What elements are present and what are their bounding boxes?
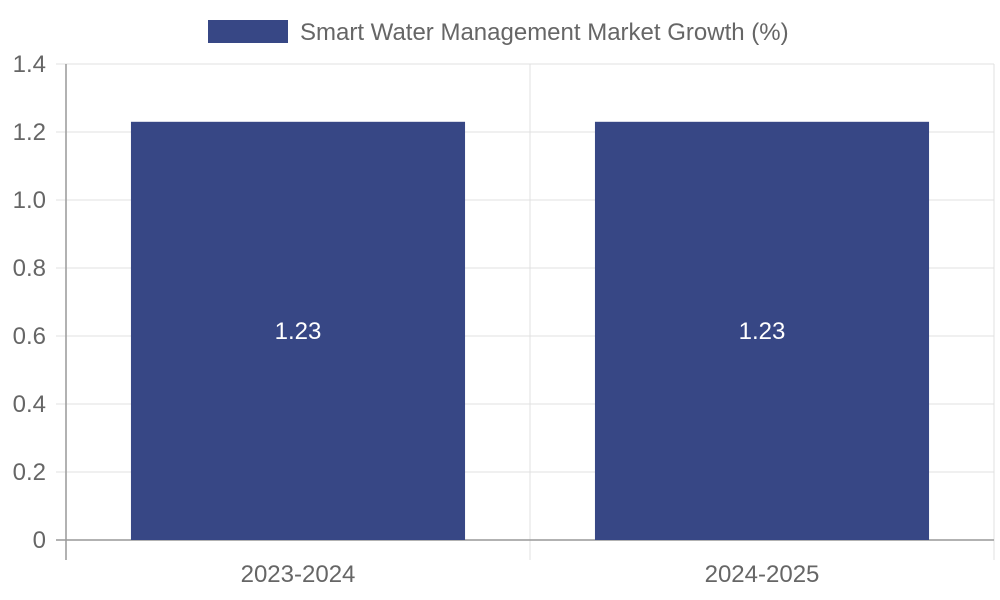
data-label: 1.23 [275, 318, 322, 345]
bars [130, 121, 930, 541]
data-label: 1.23 [739, 318, 786, 345]
x-tick-labels: 2023-2024 2024-2025 [241, 561, 820, 588]
bar [594, 121, 930, 541]
y-tick-label: 0.8 [13, 255, 46, 282]
x-tick-label: 2023-2024 [241, 561, 356, 588]
legend-swatch [208, 20, 288, 43]
y-tick-labels: 0 0.2 0.4 0.6 0.8 1.0 1.2 1.4 [13, 51, 46, 554]
bar [130, 121, 466, 541]
y-tick-label: 1.0 [13, 187, 46, 214]
y-tick-label: 0.6 [13, 323, 46, 350]
y-tick-label: 0.2 [13, 459, 46, 486]
data-labels: 1.23 1.23 [275, 318, 786, 345]
legend[interactable]: Smart Water Management Market Growth (%) [208, 19, 789, 46]
y-tick-label: 1.2 [13, 119, 46, 146]
y-tick-label: 0.4 [13, 391, 46, 418]
y-tick-label: 1.4 [13, 51, 46, 78]
x-tick-label: 2024-2025 [705, 561, 820, 588]
y-tick-label: 0 [33, 527, 46, 554]
legend-label: Smart Water Management Market Growth (%) [300, 19, 789, 46]
